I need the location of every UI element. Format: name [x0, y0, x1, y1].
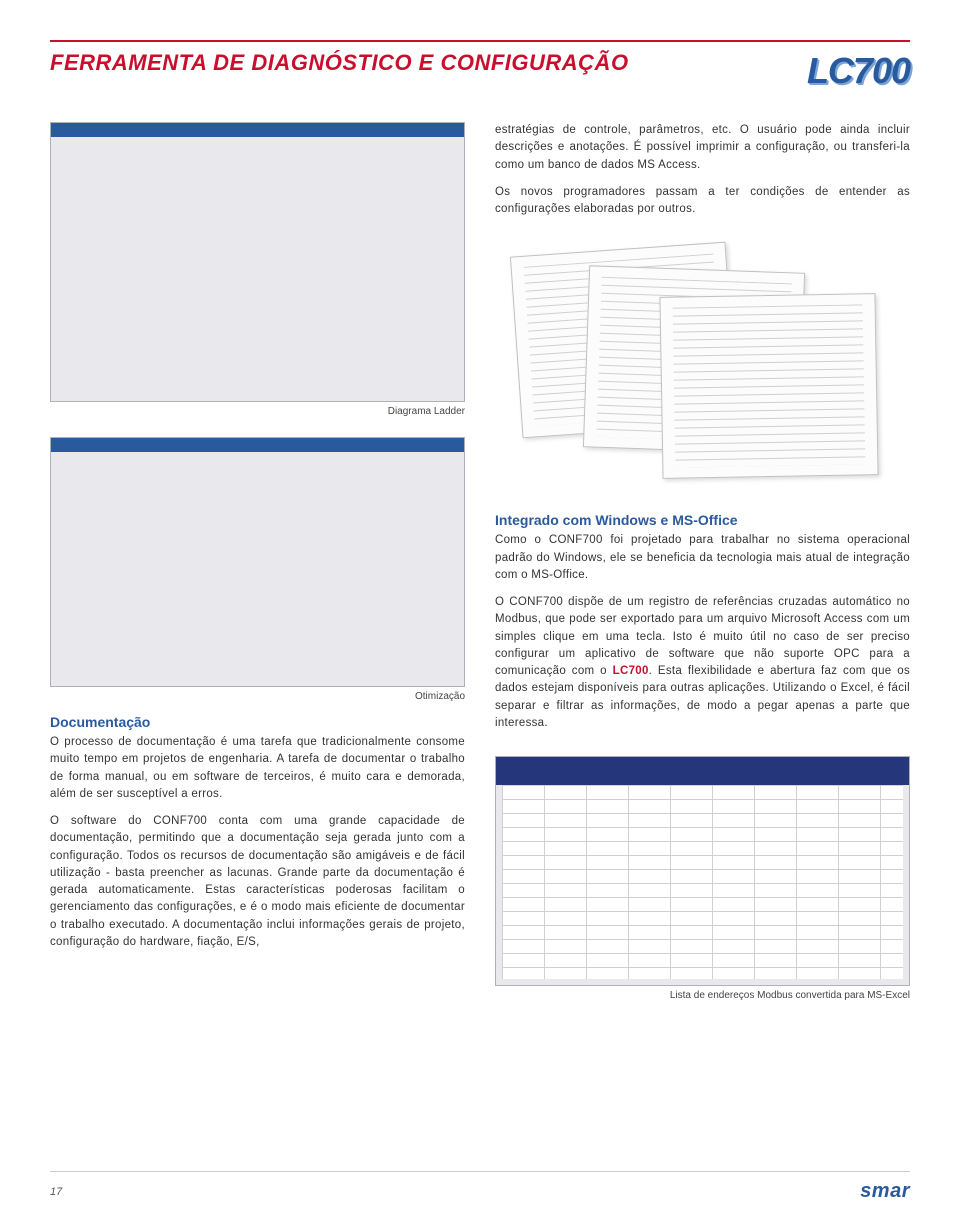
documentacao-title: Documentação — [50, 714, 465, 730]
footer-brand: smar — [860, 1180, 910, 1203]
integrado-title: Integrado com Windows e MS-Office — [495, 512, 910, 528]
integrado-p2: O CONF700 dispõe de um registro de refer… — [495, 594, 910, 732]
optimization-caption: Otimização — [50, 691, 465, 702]
right-intro-p1: estratégias de controle, parâmetros, etc… — [495, 122, 910, 174]
integrado-p1: Como o CONF700 foi projetado para trabal… — [495, 532, 910, 584]
right-intro-p2: Os novos programadores passam a ter cond… — [495, 184, 910, 219]
right-column: estratégias de controle, parâmetros, etc… — [495, 122, 910, 1001]
printed-docs-image — [495, 238, 910, 498]
integrado-brand: LC700 — [613, 665, 649, 677]
documentacao-p2: O software do CONF700 conta com uma gran… — [50, 813, 465, 951]
left-column: Diagrama Ladder Otimização Documentação … — [50, 122, 465, 1001]
excel-screenshot — [495, 756, 910, 986]
page-title: FERRAMENTA DE DIAGNÓSTICO E CONFIGURAÇÃO — [50, 50, 629, 76]
product-logo: LC700 — [807, 50, 910, 92]
page-header: FERRAMENTA DE DIAGNÓSTICO E CONFIGURAÇÃO… — [50, 40, 910, 92]
ladder-caption: Diagrama Ladder — [50, 406, 465, 417]
optimization-screenshot — [50, 437, 465, 687]
content-grid: Diagrama Ladder Otimização Documentação … — [50, 122, 910, 1001]
page-footer: 17 smar — [50, 1171, 910, 1203]
documentacao-p1: O processo de documentação é uma tarefa … — [50, 734, 465, 803]
page-number: 17 — [50, 1186, 62, 1198]
ladder-diagram-screenshot — [50, 122, 465, 402]
excel-caption: Lista de endereços Modbus convertida par… — [495, 990, 910, 1001]
